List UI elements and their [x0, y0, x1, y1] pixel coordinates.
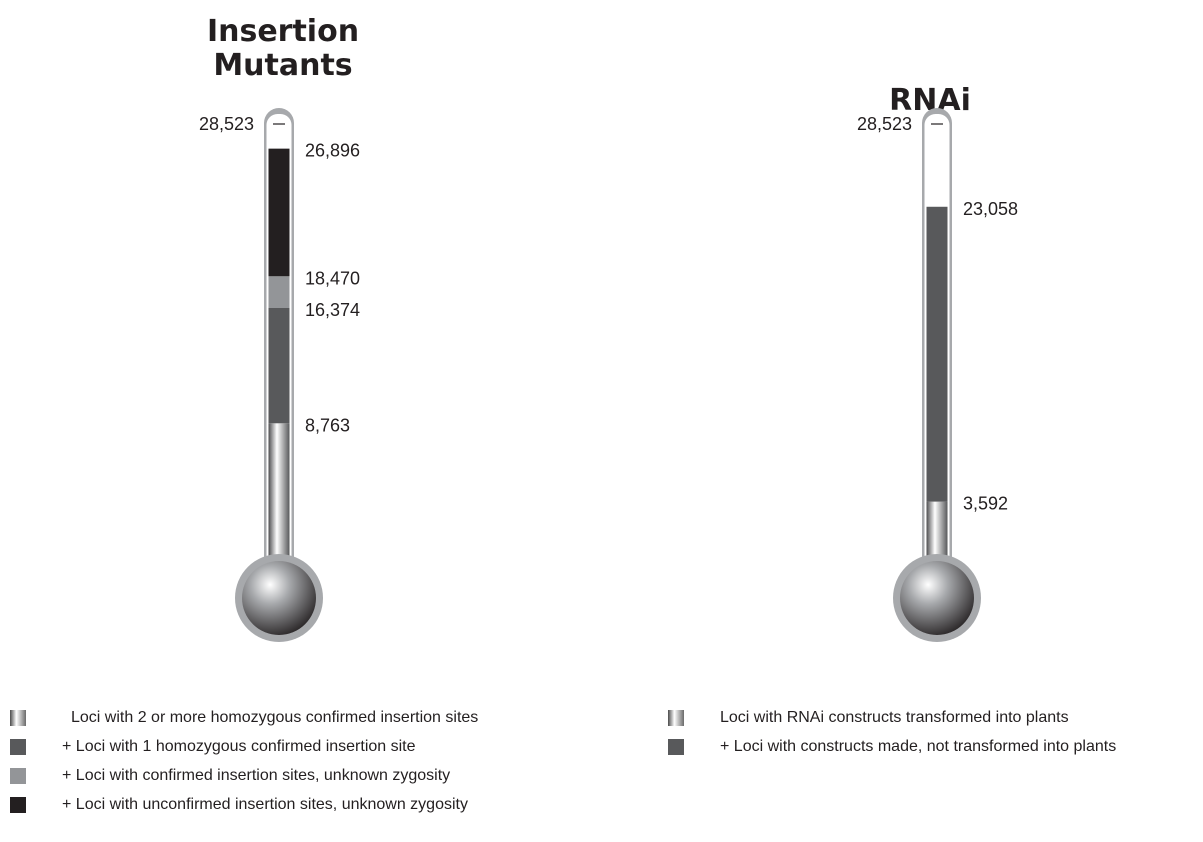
- legend-rnai: Loci with RNAi constructs transformed in…: [668, 708, 1203, 768]
- legend-insertion-mutants: Loci with 2 or more homozygous confirmed…: [10, 708, 590, 838]
- legend-swatch: [10, 739, 26, 755]
- legend-label: Loci with 2 or more homozygous confirmed…: [71, 709, 479, 726]
- data-label-4: 26,896: [305, 141, 360, 161]
- legend-label: Loci with RNAi constructs transformed in…: [720, 709, 1069, 726]
- legend-label: + Loci with unconfirmed insertion sites,…: [62, 796, 468, 813]
- max-label: 28,523: [857, 114, 912, 134]
- data-label-2: 16,374: [305, 300, 360, 320]
- bulb: [900, 561, 974, 635]
- thermometer-insertion-mutants: 8,763 16,374 18,470 26,896 28,523: [199, 108, 360, 642]
- title-line-2: Mutants: [213, 48, 353, 83]
- bar-segment-2: [268, 308, 290, 424]
- bar-segment-2: [926, 206, 948, 502]
- bulb: [242, 561, 316, 635]
- legend-label: + Loci with confirmed insertion sites, u…: [62, 767, 451, 784]
- max-label: 28,523: [199, 114, 254, 134]
- legend-label: + Loci with 1 homozygous confirmed inser…: [62, 738, 416, 755]
- legend-label: + Loci with constructs made, not transfo…: [720, 738, 1117, 755]
- bar-segment-3: [268, 276, 290, 309]
- bar-segment-4: [268, 148, 290, 277]
- legend-swatch: [668, 739, 684, 755]
- data-label-3: 18,470: [305, 268, 360, 288]
- data-label-1: 8,763: [305, 415, 350, 435]
- chart-title-insertion-mutants: Insertion Mutants: [168, 15, 398, 83]
- title-line-1: Insertion: [206, 14, 360, 49]
- data-label-2: 23,058: [963, 199, 1018, 219]
- legend-swatch: [10, 797, 26, 813]
- legend-swatch: [668, 710, 684, 726]
- thermometer-rnai: 3,592 23,058 28,523: [857, 108, 1018, 642]
- legend-swatch: [10, 768, 26, 784]
- legend-swatch: [10, 710, 26, 726]
- data-label-1: 3,592: [963, 494, 1008, 514]
